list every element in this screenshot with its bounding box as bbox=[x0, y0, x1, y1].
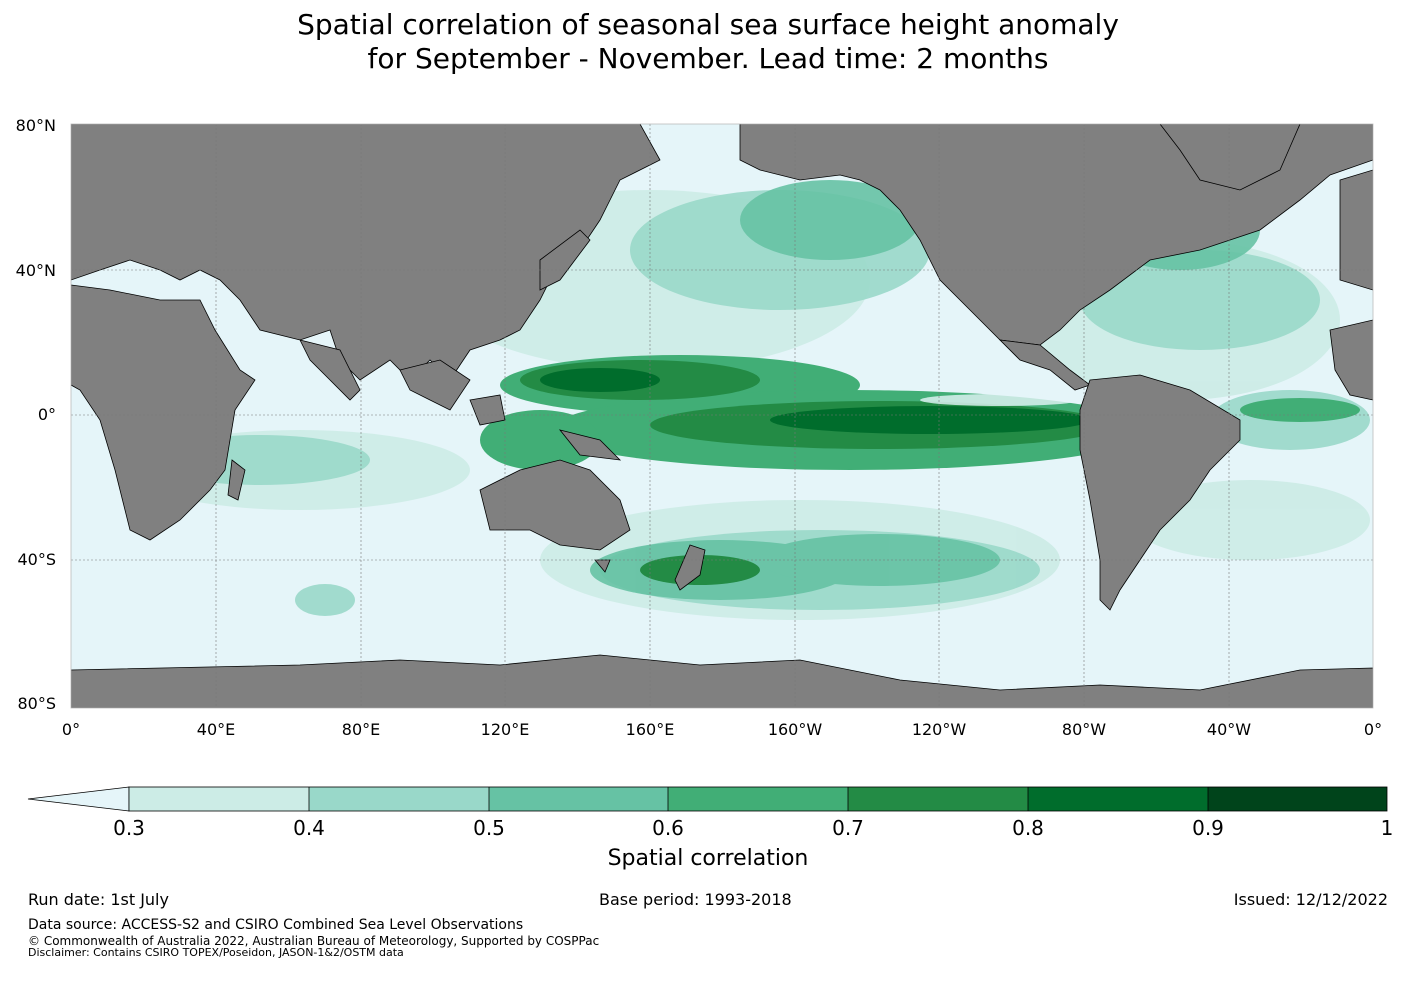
land-southeast-asia bbox=[399, 359, 471, 411]
gridlines bbox=[71, 124, 1373, 708]
colorbar-tick-1: 1 bbox=[1380, 816, 1394, 840]
base-period: Base period: 1993-2018 bbox=[599, 890, 792, 909]
colorbar-segment-0_6 bbox=[668, 787, 848, 811]
colorbar-segment-0_5 bbox=[489, 787, 668, 811]
lat-label-40n: 40°N bbox=[15, 261, 56, 280]
colorbar-tick-0_3: 0.3 bbox=[113, 816, 145, 840]
colorbar-tick-0_4: 0.4 bbox=[293, 816, 325, 840]
colorbar-label: Spatial correlation bbox=[607, 846, 809, 871]
lat-label-0: 0° bbox=[37, 405, 56, 424]
map-frame bbox=[70, 123, 1374, 709]
land-antarctica bbox=[71, 654, 1373, 708]
colorbar bbox=[27, 786, 1388, 812]
land-masses bbox=[71, 124, 1373, 708]
land-greenland bbox=[1159, 124, 1301, 191]
land-europe-right bbox=[1339, 169, 1373, 291]
colorbar-segment-0_3 bbox=[129, 787, 309, 811]
land-madagascar bbox=[227, 459, 246, 501]
land-india bbox=[299, 339, 361, 401]
lon-label-40e: 40°E bbox=[196, 720, 236, 739]
lon-label-120e: 120°E bbox=[480, 720, 530, 739]
run-date: Run date: 1st July bbox=[28, 890, 169, 909]
lat-label-80s: 80°S bbox=[17, 694, 56, 713]
colorbar-frame bbox=[128, 786, 1388, 812]
lat-label-40s: 40°S bbox=[17, 550, 56, 569]
land-west-africa-europe-right bbox=[1329, 319, 1373, 401]
land-australia bbox=[479, 459, 631, 551]
colorbar-tick-0_8: 0.8 bbox=[1012, 816, 1044, 840]
colorbar-segment-0_9 bbox=[1208, 787, 1387, 811]
title-line-1: Spatial correlation of seasonal sea surf… bbox=[297, 8, 1119, 41]
copyright: © Commonwealth of Australia 2022, Austra… bbox=[28, 934, 600, 948]
lon-label-120w: 120°W bbox=[911, 720, 967, 739]
land-new-zealand bbox=[674, 544, 706, 591]
land-central-america bbox=[998, 339, 1091, 391]
colorbar-tick-0_9: 0.9 bbox=[1192, 816, 1224, 840]
lon-label-0-right: 0° bbox=[1363, 720, 1383, 739]
colorbar-tick-0_5: 0.5 bbox=[473, 816, 505, 840]
colorbar-tick-0_7: 0.7 bbox=[832, 816, 864, 840]
lon-label-160w: 160°W bbox=[767, 720, 823, 739]
land-tasmania bbox=[594, 559, 611, 573]
land-new-guinea bbox=[558, 429, 622, 461]
lat-label-80n: 80°N bbox=[15, 116, 56, 135]
lon-label-40w: 40°W bbox=[1206, 720, 1252, 739]
disclaimer: Disclaimer: Contains CSIRO TOPEX/Poseido… bbox=[28, 946, 404, 959]
colorbar-extend-arrow bbox=[27, 786, 130, 812]
lon-label-80w: 80°W bbox=[1061, 720, 1107, 739]
data-source: Data source: ACCESS-S2 and CSIRO Combine… bbox=[28, 917, 524, 933]
title-line-2: for September - November. Lead time: 2 m… bbox=[367, 42, 1049, 75]
correlation-map bbox=[70, 123, 1374, 709]
colorbar-dividers bbox=[308, 787, 1209, 811]
chart-title: Spatial correlation of seasonal sea surf… bbox=[0, 8, 1416, 76]
lon-label-160e: 160°E bbox=[625, 720, 675, 739]
colorbar-tick-0_6: 0.6 bbox=[652, 816, 684, 840]
colorbar-segment-0_8 bbox=[1028, 787, 1208, 811]
lon-label-80e: 80°E bbox=[341, 720, 381, 739]
lon-label-0-left: 0° bbox=[61, 720, 81, 739]
colorbar-segment-0_7 bbox=[848, 787, 1028, 811]
map-body bbox=[71, 124, 1373, 708]
land-japan bbox=[539, 229, 591, 291]
colorbar-segment-0_4 bbox=[309, 787, 489, 811]
issued-date: Issued: 12/12/2022 bbox=[1233, 890, 1388, 909]
